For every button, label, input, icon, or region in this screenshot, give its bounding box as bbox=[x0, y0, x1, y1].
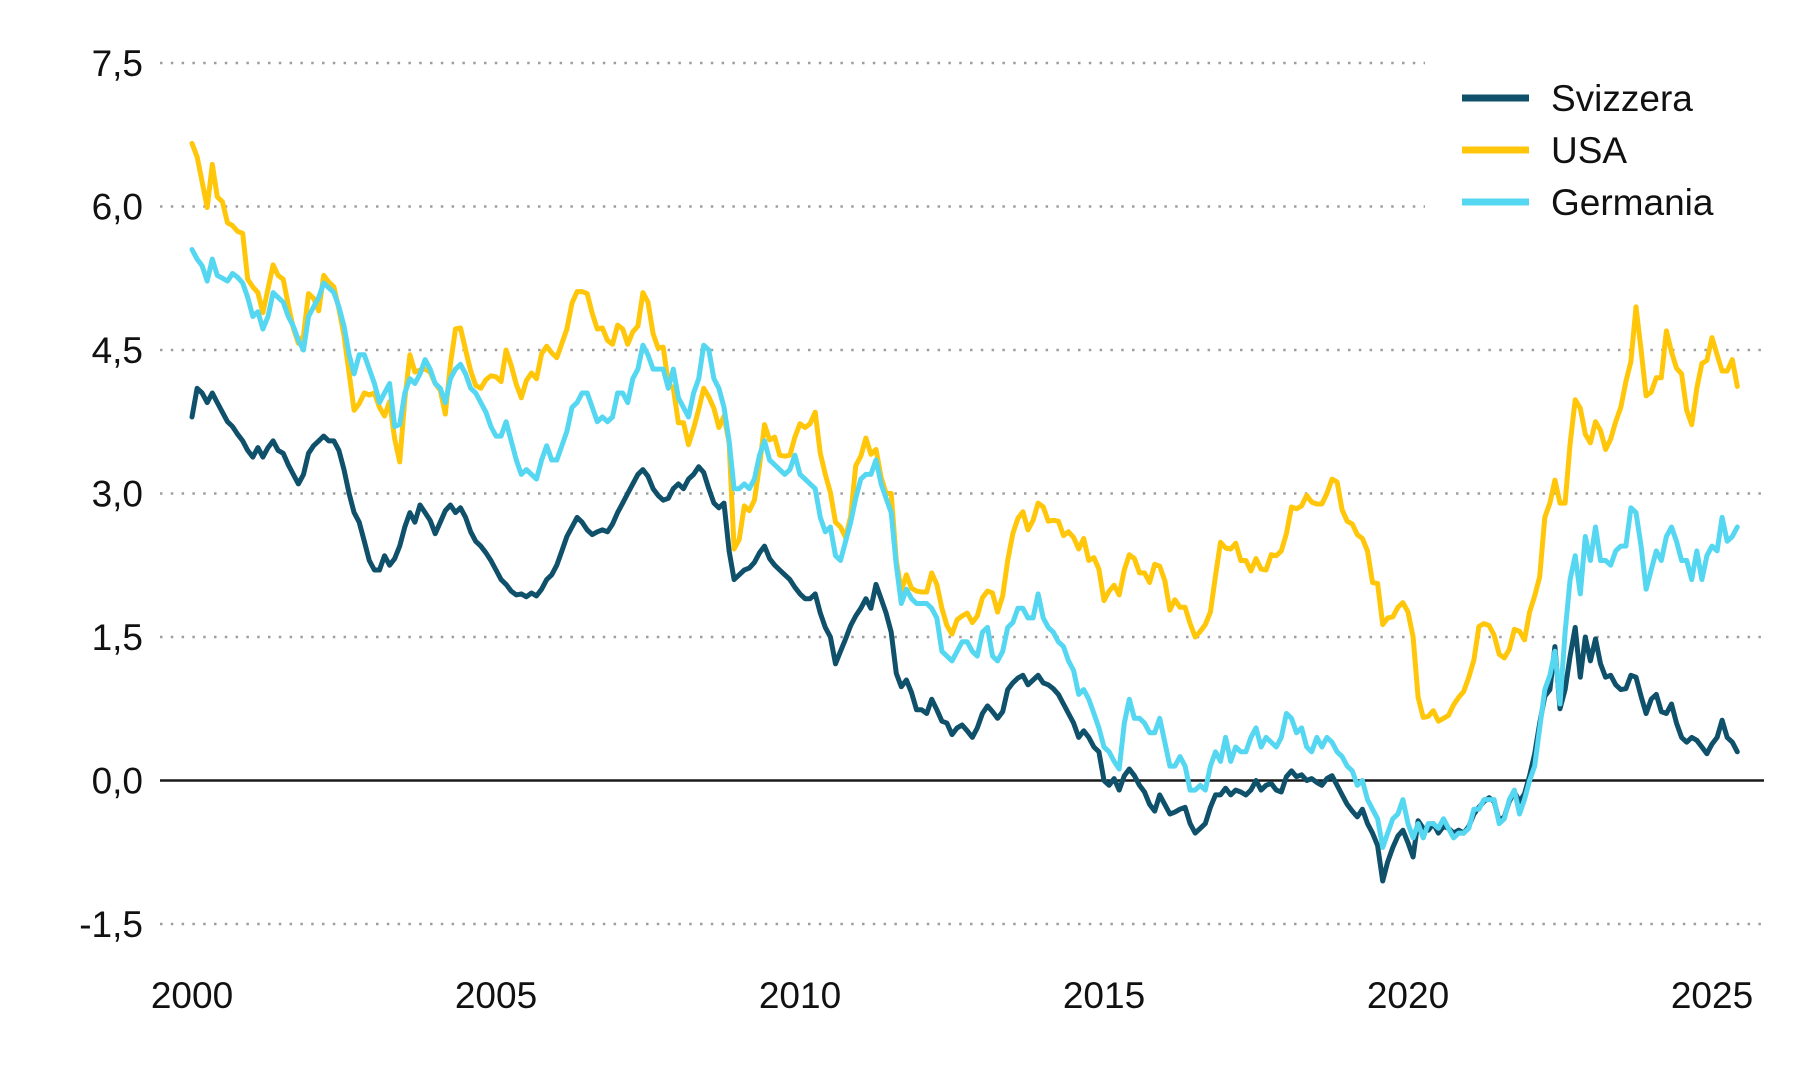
y-tick-label: 1,5 bbox=[92, 617, 143, 658]
series-line-germania bbox=[189, 247, 1740, 850]
y-tick-label: 7,5 bbox=[92, 43, 143, 84]
x-tick-label: 2020 bbox=[1367, 975, 1449, 1016]
y-tick-label: 3,0 bbox=[92, 474, 143, 515]
x-tick-label: 2000 bbox=[151, 975, 233, 1016]
legend: Svizzera USA Germania bbox=[1425, 52, 1800, 228]
y-tick-label: 0,0 bbox=[92, 761, 143, 802]
legend-label-svizzera: Svizzera bbox=[1551, 78, 1693, 119]
legend-label-usa: USA bbox=[1551, 130, 1627, 171]
legend-label-germania: Germania bbox=[1551, 182, 1714, 223]
x-tick-label: 2015 bbox=[1063, 975, 1145, 1016]
x-tick-label: 2005 bbox=[455, 975, 537, 1016]
y-tick-label: 6,0 bbox=[92, 187, 143, 228]
series-line-usa bbox=[189, 140, 1740, 724]
y-tick-label: 4,5 bbox=[92, 330, 143, 371]
y-tick-label: -1,5 bbox=[79, 904, 143, 945]
x-tick-label: 2010 bbox=[759, 975, 841, 1016]
x-tick-label: 2025 bbox=[1671, 975, 1753, 1016]
